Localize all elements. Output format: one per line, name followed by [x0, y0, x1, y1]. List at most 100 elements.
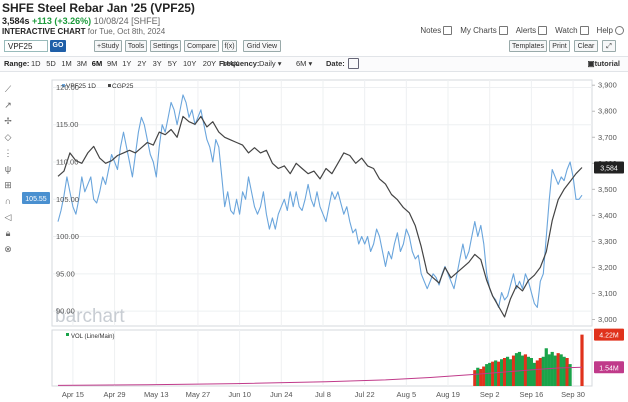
right-tick-label: 3,700 [598, 133, 617, 142]
watch-label: Watch [555, 26, 578, 35]
alerts-label: Alerts [515, 26, 537, 35]
volume-bar [479, 368, 483, 386]
frequency-label: Frequency: [219, 59, 260, 68]
range-option-6m[interactable]: 6M [91, 59, 103, 68]
volume-bar [529, 358, 533, 386]
frequency-select[interactable]: Daily ▾ [259, 59, 282, 68]
tools-button[interactable]: Tools [125, 40, 147, 52]
legend-entry[interactable]: VPF25 1D [66, 83, 96, 90]
range-label: Range: [4, 59, 30, 68]
tutorial-label: tutorial [594, 59, 620, 68]
range-option-3m[interactable]: 3M [76, 59, 88, 68]
volume-bar [532, 362, 536, 386]
pencil-icon [443, 26, 453, 35]
volume-bar [526, 356, 531, 386]
crosshair-icon[interactable]: ✢ [4, 116, 12, 126]
right-tick-label: 3,800 [598, 107, 617, 116]
range-option-1m[interactable]: 1M [61, 59, 72, 68]
volume-bar [485, 364, 489, 386]
calendar-icon[interactable] [348, 58, 359, 69]
x-tick-label: May 27 [186, 390, 211, 399]
right-tick-label: 3,400 [598, 211, 617, 220]
date-label: Date: [326, 59, 345, 68]
range-option-1y[interactable]: 1Y [122, 59, 132, 68]
watch-link[interactable]: Watch [555, 26, 589, 35]
series-line-cgp25[interactable] [57, 115, 583, 318]
range-option-2y[interactable]: 2Y [137, 59, 147, 68]
clear-button[interactable]: Clear [574, 40, 598, 52]
volume-value-tag-label: 1.54M [599, 365, 619, 372]
magnet-icon[interactable]: ∩ [4, 196, 12, 206]
study-button[interactable]: +Study [94, 40, 122, 52]
left-value-tag-label: 105.55 [25, 196, 47, 203]
notes-label: Notes [420, 26, 442, 35]
volume-legend[interactable]: VOL (Line/Main) [71, 334, 114, 340]
chevron-down-icon: ▾ [277, 59, 282, 68]
tutorial-icon: ▣ [587, 59, 595, 68]
volume-bar [559, 354, 563, 386]
fibonacci-icon[interactable]: ⋮ [3, 148, 13, 158]
tutorial-link[interactable]: ▣tutorial [587, 59, 620, 68]
volume-bar [476, 367, 480, 386]
symbol-input[interactable]: VPF25 [4, 40, 48, 52]
range-option-20y[interactable]: 20Y [202, 59, 217, 68]
eraser-icon[interactable]: ◁ [4, 212, 12, 222]
range-option-max[interactable]: MAX [222, 59, 239, 68]
volume-bar [473, 370, 477, 386]
volume-bar [535, 360, 539, 386]
checkbox-icon [579, 26, 589, 35]
top-links: Notes My Charts Alerts Watch Help [420, 26, 624, 35]
period-select[interactable]: 6M ▾ [296, 59, 312, 68]
range-option-10y[interactable]: 10Y [183, 59, 197, 68]
range-option-3y[interactable]: 3Y [152, 59, 162, 68]
chart-icon [498, 26, 508, 35]
range-option-5y[interactable]: 5Y [167, 59, 177, 68]
pitchfork-icon[interactable]: ψ [4, 164, 12, 174]
volume-bar [508, 359, 513, 386]
notes-link[interactable]: Notes [420, 26, 453, 35]
right-tick-label: 3,300 [598, 237, 617, 246]
left-value-tag [22, 192, 50, 204]
period-value: 6M [296, 59, 307, 68]
legend-entry[interactable]: CGP25 [112, 83, 134, 90]
left-tick-label: 110.00 [56, 158, 78, 167]
ray-icon[interactable]: ↗ [4, 100, 12, 110]
print-button[interactable]: Print [549, 40, 570, 52]
help-link[interactable]: Help [597, 26, 624, 35]
go-button[interactable]: GO [50, 40, 66, 52]
x-tick-label: Jul 8 [315, 390, 331, 399]
right-value-tag-label: 3,584 [600, 165, 618, 172]
volume-legend-swatch [66, 333, 69, 336]
volume-bar [538, 358, 542, 386]
volume-value-tag-label: 4.22M [599, 333, 619, 340]
x-tick-label: Sep 16 [519, 390, 543, 399]
annotation-icon[interactable]: ⊞ [4, 180, 12, 190]
settings-button[interactable]: Settings [150, 40, 181, 52]
range-bar [0, 56, 628, 72]
range-option-1d[interactable]: 1D [31, 59, 41, 68]
barchart-watermark: barchart [55, 306, 125, 327]
zoom-icon[interactable]: ⊗ [4, 244, 12, 254]
help-label: Help [596, 26, 613, 35]
drawing-toolbar: ⟋ ↗ ✢ ◇ ⋮ ψ ⊞ ∩ ◁ 🔒︎ ⊗ [0, 78, 16, 318]
x-tick-label: Sep 30 [561, 390, 585, 399]
range-option-9m[interactable]: 9M [107, 59, 118, 68]
compare-button[interactable]: Compare [184, 40, 219, 52]
lock-icon[interactable]: 🔒︎ [5, 228, 11, 238]
templates-button[interactable]: Templates [509, 40, 547, 52]
interactive-chart-label: INTERACTIVE CHART [2, 27, 86, 36]
bell-icon [538, 26, 548, 35]
left-tick-label: 100.00 [56, 232, 79, 241]
trendline-icon[interactable]: ⟋ [4, 84, 12, 94]
my-charts-link[interactable]: My Charts [460, 26, 508, 35]
fx-button[interactable]: f(x) [222, 40, 237, 52]
volume-bar [547, 354, 551, 386]
shape-icon[interactable]: ◇ [4, 132, 12, 142]
right-tick-label: 3,500 [598, 185, 617, 194]
expand-icon[interactable]: ⤢ [602, 40, 616, 52]
alerts-link[interactable]: Alerts [515, 26, 548, 35]
range-option-5d[interactable]: 5D [46, 59, 56, 68]
legend-swatch [108, 84, 111, 87]
grid-view-button[interactable]: Grid View [243, 40, 281, 52]
